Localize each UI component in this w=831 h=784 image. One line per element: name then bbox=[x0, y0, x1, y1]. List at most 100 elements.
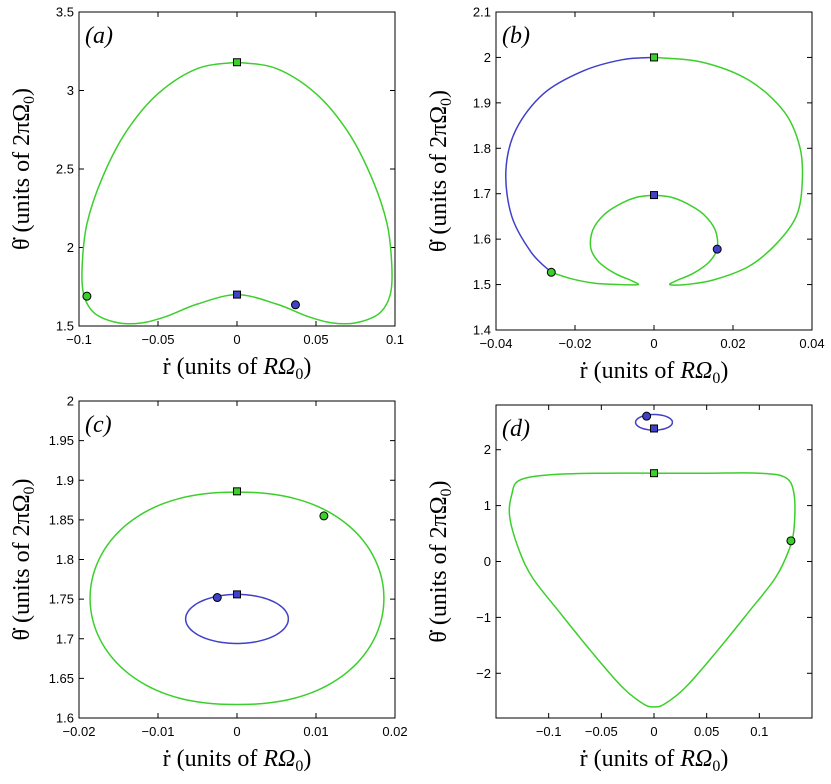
x-tick-label: 0.1 bbox=[386, 332, 404, 347]
x-axis-label: ṙ (units of RΩ0) bbox=[580, 746, 729, 775]
panel-label: (c) bbox=[85, 412, 112, 438]
y-tick-label: 1.85 bbox=[49, 512, 74, 527]
y-tick-label: 1.4 bbox=[473, 323, 491, 338]
x-tick-label: −0.05 bbox=[585, 724, 618, 739]
x-tick-label: 0.05 bbox=[303, 332, 328, 347]
blue-circle-marker bbox=[712, 244, 722, 254]
green-square-marker bbox=[233, 487, 241, 496]
x-tick-label: 0 bbox=[233, 332, 240, 347]
x-tick-label: 0 bbox=[650, 336, 657, 351]
y-tick-label: 1.7 bbox=[56, 631, 74, 646]
x-tick-label: 0.1 bbox=[750, 724, 768, 739]
x-tick-label: −0.1 bbox=[66, 332, 92, 347]
y-tick-label: 1.5 bbox=[56, 319, 74, 334]
y-tick-label: 2 bbox=[67, 240, 74, 255]
series-line-inner-left bbox=[589, 194, 655, 281]
panel-d: −0.1 −0.05 0 0.05 0.1 −2 −1 0 1 2 (d) ṙ (units of… bbox=[426, 404, 813, 775]
panel-b: −0.04 −0.02 0 0.02 0.04 1.4 1.5 1.6 1.7 1.8 1.9 2 2.… bbox=[426, 5, 825, 388]
tick-group: −0.02 −0.01 0 0.01 0.02 1.6 1.65 1.7 1.75 1.8 1.85… bbox=[49, 394, 408, 740]
y-tick-label: 1.75 bbox=[49, 592, 74, 607]
blue-square-marker bbox=[233, 590, 241, 599]
panel-a: −0.1 −0.05 0 0.05 0.1 1.5 2 2.5 3 3.5 (a) ṙ (unit… bbox=[9, 5, 404, 384]
x-tick-label: 0.02 bbox=[382, 724, 407, 739]
curve-group bbox=[81, 61, 393, 325]
y-tick-label: −1 bbox=[476, 610, 491, 625]
marker-group bbox=[82, 58, 300, 310]
blue-circle-marker bbox=[642, 411, 652, 421]
blue-square-marker bbox=[233, 290, 241, 299]
series-line-blue-orbit bbox=[634, 413, 674, 431]
series-line-outer-left-top bbox=[505, 56, 655, 273]
marker-group bbox=[642, 411, 796, 546]
blue-circle-marker bbox=[212, 593, 222, 603]
series-line-green-orbit bbox=[508, 472, 796, 708]
panel-frame bbox=[495, 404, 813, 719]
y-tick-label: 2.1 bbox=[473, 5, 491, 20]
y-tick-label: 0 bbox=[484, 554, 491, 569]
x-tick-label: −0.04 bbox=[480, 336, 513, 351]
green-square-marker bbox=[233, 58, 241, 67]
x-tick-label: −0.02 bbox=[559, 336, 592, 351]
panel-frame bbox=[78, 400, 396, 719]
y-tick-label: 1.8 bbox=[56, 552, 74, 567]
y-axis-label: θ̇ (units of 2πΩ0) bbox=[426, 480, 455, 642]
y-axis-label: θ̇ (units of 2πΩ0) bbox=[9, 88, 38, 250]
y-tick-label: 1 bbox=[484, 498, 491, 513]
blue-square-marker bbox=[650, 424, 658, 433]
x-tick-label: 0.01 bbox=[303, 724, 328, 739]
series-line-inner-right bbox=[653, 194, 719, 281]
y-tick-label: 1.5 bbox=[473, 277, 491, 292]
x-tick-label: 0.04 bbox=[799, 336, 824, 351]
tick-group: −0.04 −0.02 0 0.02 0.04 1.4 1.5 1.6 1.7 1.8 1.9 2 2.… bbox=[473, 5, 825, 352]
x-tick-label: −0.01 bbox=[142, 724, 175, 739]
y-axis-label: θ̇ (units of 2πΩ0) bbox=[9, 478, 38, 640]
x-tick-label: −0.1 bbox=[536, 724, 562, 739]
series-line-orbit bbox=[81, 61, 393, 325]
blue-square-marker bbox=[650, 191, 658, 200]
x-axis-label: ṙ (units of RΩ0) bbox=[163, 354, 312, 383]
x-tick-label: 0.02 bbox=[720, 336, 745, 351]
x-tick-label: 0.05 bbox=[694, 724, 719, 739]
panel-label: (a) bbox=[85, 23, 113, 49]
green-circle-marker bbox=[546, 267, 556, 277]
series-line-outer-right bbox=[653, 56, 804, 286]
y-axis-label: θ̇ (units of 2πΩ0) bbox=[426, 90, 455, 252]
curve-group bbox=[505, 56, 804, 286]
marker-group bbox=[546, 53, 722, 277]
marker-group bbox=[212, 487, 329, 603]
curve-group bbox=[508, 413, 796, 708]
green-square-marker bbox=[650, 469, 658, 478]
x-axis-label: ṙ (units of RΩ0) bbox=[163, 746, 312, 775]
y-tick-label: 3.5 bbox=[56, 5, 74, 20]
y-tick-label: 1.7 bbox=[473, 186, 491, 201]
panel-label: (d) bbox=[502, 416, 530, 442]
green-circle-marker bbox=[786, 536, 796, 546]
y-tick-label: 1.95 bbox=[49, 433, 74, 448]
y-tick-label: 3 bbox=[67, 83, 74, 98]
green-circle-marker bbox=[319, 511, 329, 521]
blue-circle-marker bbox=[290, 300, 300, 310]
panel-c: −0.02 −0.01 0 0.01 0.02 1.6 1.65 1.7 1.75 1.8 1.85… bbox=[9, 394, 408, 776]
x-tick-label: −0.05 bbox=[142, 332, 175, 347]
y-tick-label: 1.8 bbox=[473, 141, 491, 156]
panel-label: (b) bbox=[502, 23, 530, 49]
x-axis-label: ṙ (units of RΩ0) bbox=[580, 358, 729, 387]
y-tick-label: 1.6 bbox=[473, 232, 491, 247]
y-tick-label: 1.9 bbox=[56, 473, 74, 488]
y-tick-label: 2 bbox=[484, 442, 491, 457]
tick-group: −0.1 −0.05 0 0.05 0.1 −2 −1 0 1 2 bbox=[476, 405, 812, 739]
y-tick-label: 1.9 bbox=[473, 95, 491, 110]
x-tick-label: −0.02 bbox=[63, 724, 96, 739]
x-tick-label: 0 bbox=[650, 724, 657, 739]
series-line-outer-left-bottom bbox=[551, 271, 640, 286]
y-tick-label: 1.6 bbox=[56, 711, 74, 726]
y-tick-label: 2 bbox=[67, 394, 74, 409]
green-circle-marker bbox=[82, 291, 92, 301]
y-tick-label: −2 bbox=[476, 666, 491, 681]
green-square-marker bbox=[650, 53, 658, 62]
series-line-outer bbox=[89, 491, 385, 706]
x-tick-label: 0 bbox=[233, 724, 240, 739]
y-tick-label: 1.65 bbox=[49, 671, 74, 686]
y-tick-label: 2.5 bbox=[56, 162, 74, 177]
